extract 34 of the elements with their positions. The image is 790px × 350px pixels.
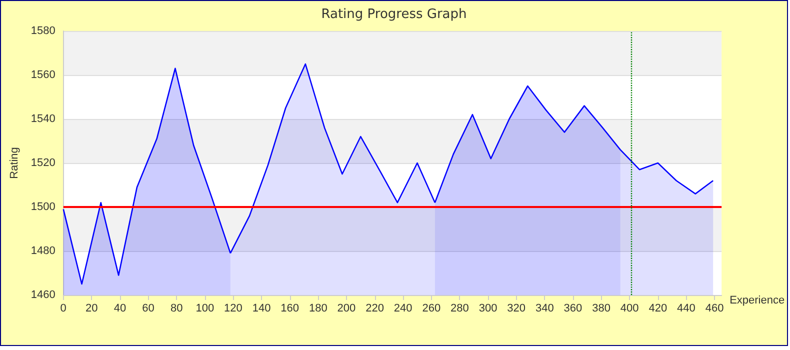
x-tick-label: 120 xyxy=(224,302,242,314)
y-tick-label: 1480 xyxy=(30,245,56,257)
x-tick-label: 320 xyxy=(507,302,526,314)
x-tick-label: 40 xyxy=(114,302,126,314)
x-tick-label: 140 xyxy=(252,302,271,314)
x-tick-label: 100 xyxy=(196,302,214,314)
y-axis-title: Rating xyxy=(8,147,20,179)
x-tick-label: 160 xyxy=(280,302,300,314)
x-tick-label: 80 xyxy=(170,302,183,314)
x-tick-label: 280 xyxy=(450,302,469,314)
x-tick-label: 20 xyxy=(86,302,98,314)
y-tick-label: 1540 xyxy=(30,113,56,125)
x-tick-label: 180 xyxy=(308,302,328,314)
x-tick-label: 300 xyxy=(478,302,498,314)
x-tick-label: 340 xyxy=(535,302,554,314)
y-tick-label: 1560 xyxy=(30,69,56,81)
x-tick-label: 240 xyxy=(394,302,412,314)
x-tick-label: 400 xyxy=(620,302,639,314)
x-tick-label: 60 xyxy=(142,302,154,314)
y-tick-label: 1460 xyxy=(30,289,56,301)
x-tick-label: 440 xyxy=(677,302,696,314)
x-tick-label: 260 xyxy=(422,302,441,314)
x-tick-label: 420 xyxy=(648,302,668,314)
x-tick-label: 200 xyxy=(337,302,356,314)
y-tick-label: 1500 xyxy=(30,201,56,213)
x-tick-label: 360 xyxy=(564,302,582,314)
x-tick-label: 0 xyxy=(60,302,66,314)
x-tick-label: 380 xyxy=(592,302,610,314)
x-tick-label: 460 xyxy=(705,302,724,314)
chart-title: Rating Progress Graph xyxy=(321,7,467,22)
x-tick-label: 220 xyxy=(366,302,384,314)
y-tick-label: 1520 xyxy=(30,157,56,169)
x-axis-title: Experience xyxy=(730,294,785,306)
y-tick-label: 1580 xyxy=(30,25,56,37)
